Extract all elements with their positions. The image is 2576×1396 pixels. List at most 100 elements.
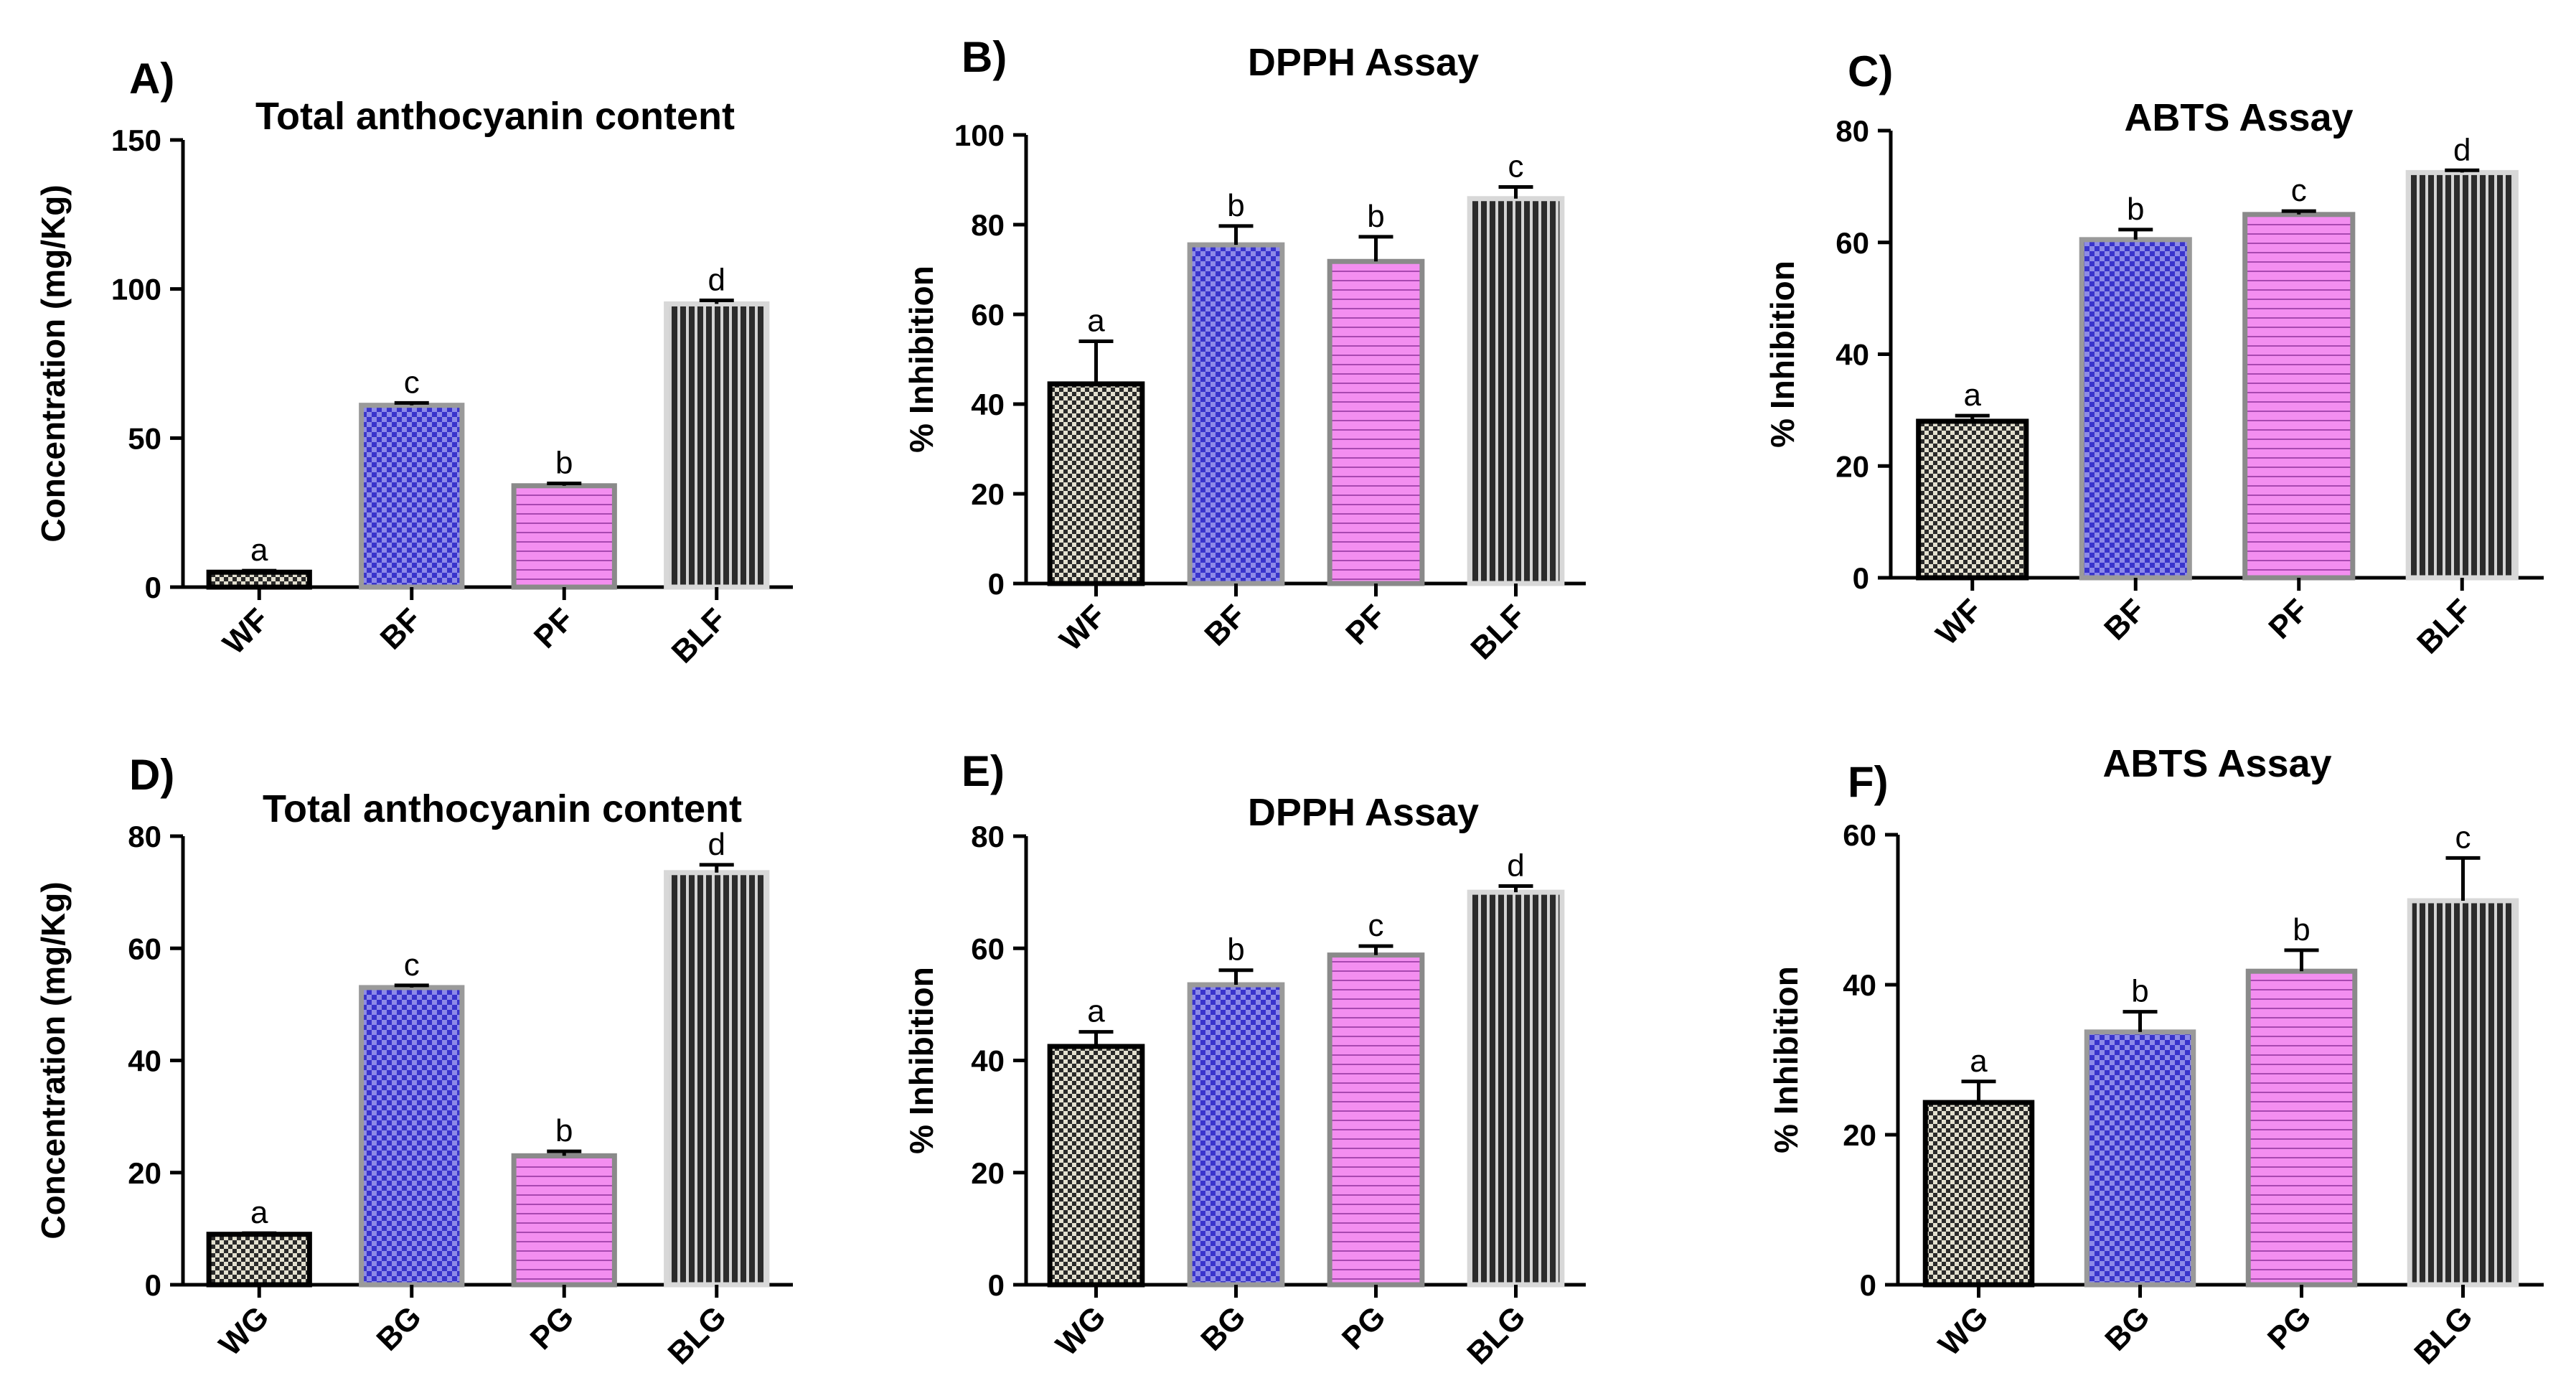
bar — [2084, 1029, 2196, 1288]
panel-d-total-anthocyanin: D) Total anthocyanin content Concentration… — [34, 751, 793, 1372]
significance-label: b — [2131, 974, 2148, 1009]
significance-label: d — [708, 262, 725, 297]
y-tick-label: 40 — [1843, 968, 1876, 1002]
y-tick-label: 40 — [971, 388, 1005, 421]
bar — [2407, 898, 2519, 1288]
category-label: PF — [1339, 598, 1392, 651]
category-label: WG — [212, 1299, 276, 1362]
category-label: PF — [527, 601, 580, 655]
bar — [206, 569, 312, 590]
y-tick-label: 60 — [971, 932, 1005, 965]
category-label: BLG — [1460, 1299, 1532, 1371]
category-label: PG — [1335, 1299, 1393, 1357]
y-axis-label: % Inhibition — [903, 266, 940, 453]
bar — [1467, 196, 1565, 586]
bar — [1467, 889, 1565, 1288]
bar — [359, 403, 465, 590]
bar — [2242, 212, 2356, 581]
bar — [2079, 237, 2192, 581]
chart-title: DPPH Assay — [1248, 41, 1479, 84]
category-label: BG — [370, 1299, 428, 1357]
significance-label: d — [1507, 848, 1524, 884]
y-tick-label: 20 — [128, 1156, 161, 1190]
panel-e-dpph-assay: E) DPPH Assay % Inhibition 0 20 40 60 80 a WG b BG c… — [903, 747, 1586, 1372]
significance-label: b — [1227, 188, 1244, 223]
bar — [206, 1232, 312, 1288]
category-label: BF — [2097, 592, 2152, 647]
category-label: WG — [1932, 1299, 1995, 1362]
y-tick-label: 40 — [128, 1044, 161, 1078]
significance-label: c — [404, 947, 420, 983]
y-tick-label: 80 — [128, 820, 161, 853]
significance-label: a — [250, 533, 268, 568]
bar — [1187, 982, 1285, 1288]
category-label: WG — [1049, 1299, 1112, 1362]
y-tick-label: 60 — [1835, 226, 1869, 260]
y-tick-label: 20 — [971, 477, 1005, 511]
y-tick-label: 100 — [954, 118, 1005, 152]
significance-label: b — [1367, 199, 1384, 234]
bar — [1327, 952, 1425, 1288]
category-label: BLF — [665, 601, 733, 670]
y-tick-label: 0 — [988, 567, 1005, 601]
panel-c-abts-assay: C) ABTS Assay % Inhibition 0 20 40 60 80 a WF b BF c… — [1764, 47, 2544, 661]
category-label: BF — [1198, 598, 1252, 652]
category-label: BLF — [2410, 592, 2478, 660]
y-tick-label: 150 — [111, 123, 161, 157]
significance-label: a — [1087, 304, 1105, 339]
significance-label: c — [1508, 149, 1524, 184]
significance-label: b — [2293, 912, 2310, 947]
significance-label: d — [2453, 132, 2471, 167]
significance-label: a — [1970, 1044, 1988, 1079]
significance-label: b — [1227, 932, 1244, 968]
panel-b-dpph-assay: B) DPPH Assay % Inhibition 0 20 40 60 80 100 a WF b… — [903, 33, 1586, 667]
bar — [1916, 418, 2029, 581]
category-label: BLF — [1464, 598, 1532, 666]
bar — [511, 1153, 617, 1288]
significance-label: c — [2455, 820, 2471, 855]
significance-label: b — [555, 1113, 573, 1148]
bar — [664, 301, 770, 590]
y-tick-label: 20 — [1843, 1118, 1876, 1152]
significance-label: d — [708, 827, 725, 862]
panel-letter: A) — [129, 55, 174, 103]
panel-letter: F) — [1848, 758, 1889, 806]
bar — [2245, 968, 2358, 1288]
category-label: PF — [2262, 592, 2315, 645]
y-axis-label: % Inhibition — [1764, 261, 1801, 448]
y-tick-label: 80 — [971, 208, 1005, 242]
significance-label: a — [1087, 994, 1105, 1029]
bar — [2405, 169, 2519, 581]
y-tick-label: 0 — [1860, 1268, 1876, 1302]
panel-a-total-anthocyanin: A) Total anthocyanin content Concentration… — [34, 55, 793, 670]
category-label: PG — [2261, 1299, 2318, 1357]
y-tick-label: 20 — [1835, 449, 1869, 483]
category-label: WF — [1053, 598, 1113, 657]
y-tick-label: 100 — [111, 273, 161, 306]
bar — [1922, 1100, 2035, 1288]
significance-label: c — [2291, 173, 2307, 208]
category-label: BF — [374, 601, 428, 656]
category-label: BLG — [2407, 1299, 2479, 1371]
category-label: WF — [1929, 592, 1989, 652]
y-tick-label: 60 — [1843, 818, 1876, 852]
bar — [1047, 381, 1145, 586]
y-tick-label: 0 — [145, 1268, 161, 1302]
y-tick-label: 0 — [145, 571, 161, 604]
chart-title: Total anthocyanin content — [263, 787, 742, 830]
panel-letter: C) — [1848, 47, 1893, 95]
y-tick-label: 20 — [971, 1156, 1005, 1190]
bar — [1187, 242, 1285, 586]
category-label: BG — [1194, 1299, 1252, 1357]
bar — [1327, 258, 1425, 586]
y-tick-label: 40 — [971, 1044, 1005, 1078]
y-tick-label: 60 — [971, 298, 1005, 332]
bar — [511, 483, 617, 590]
y-axis-label: % Inhibition — [1767, 966, 1805, 1153]
y-tick-label: 0 — [988, 1268, 1005, 1302]
bar — [1047, 1044, 1145, 1288]
y-axis-label: Concentration (mg/Kg) — [34, 881, 72, 1239]
y-tick-label: 50 — [128, 421, 161, 455]
panel-letter: E) — [962, 747, 1005, 795]
